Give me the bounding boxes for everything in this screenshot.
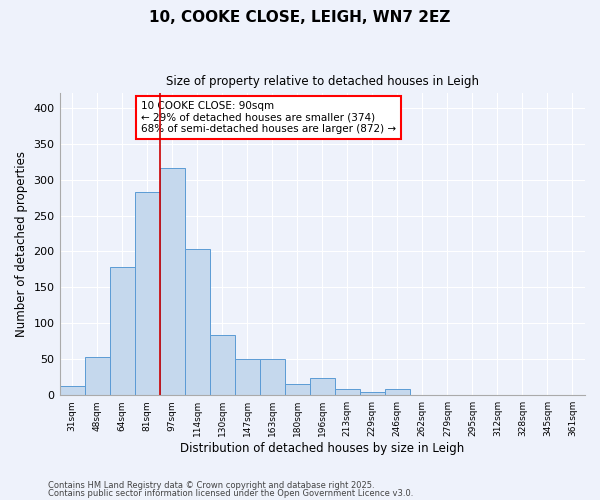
Bar xyxy=(360,392,385,395)
Bar xyxy=(310,378,335,395)
Text: Contains HM Land Registry data © Crown copyright and database right 2025.: Contains HM Land Registry data © Crown c… xyxy=(48,480,374,490)
Bar xyxy=(235,358,260,395)
Bar xyxy=(134,192,160,395)
Bar xyxy=(59,386,85,395)
Text: Contains public sector information licensed under the Open Government Licence v3: Contains public sector information licen… xyxy=(48,489,413,498)
Bar xyxy=(209,335,235,395)
Bar xyxy=(85,357,110,395)
Title: Size of property relative to detached houses in Leigh: Size of property relative to detached ho… xyxy=(166,75,479,88)
X-axis label: Distribution of detached houses by size in Leigh: Distribution of detached houses by size … xyxy=(180,442,464,455)
Bar xyxy=(385,390,410,395)
Bar xyxy=(110,268,134,395)
Y-axis label: Number of detached properties: Number of detached properties xyxy=(15,152,28,338)
Bar xyxy=(285,384,310,395)
Bar xyxy=(160,168,185,395)
Bar xyxy=(185,250,209,395)
Text: 10 COOKE CLOSE: 90sqm
← 29% of detached houses are smaller (374)
68% of semi-det: 10 COOKE CLOSE: 90sqm ← 29% of detached … xyxy=(141,101,396,134)
Bar xyxy=(260,360,285,395)
Text: 10, COOKE CLOSE, LEIGH, WN7 2EZ: 10, COOKE CLOSE, LEIGH, WN7 2EZ xyxy=(149,10,451,25)
Bar xyxy=(335,390,360,395)
